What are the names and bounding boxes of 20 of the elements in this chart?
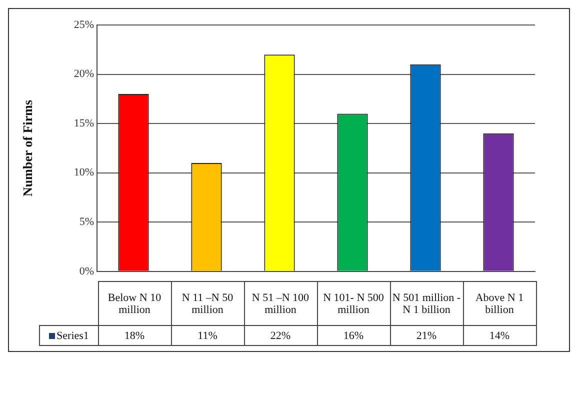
data-label: 21% (390, 326, 463, 346)
x-tick-label: N 51 –N 100 million (244, 282, 317, 326)
y-tick-label: 20% (74, 68, 94, 80)
data-label: 18% (98, 326, 171, 346)
x-tick-label: Above N 1 billion (463, 282, 536, 326)
y-tick-label: 0% (79, 265, 94, 278)
data-label: 11% (171, 326, 244, 346)
y-tick-label: 5% (79, 216, 94, 228)
y-tick-label: 10% (74, 166, 94, 179)
x-tick-label: N 101- N 500 million (317, 282, 390, 326)
y-tick-label: 25% (74, 18, 94, 31)
y-axis-title: Number of Firms (20, 100, 36, 196)
text: Series1 (40, 326, 98, 346)
data-label: 22% (244, 326, 317, 346)
data-label: 14% (463, 326, 536, 346)
x-tick-label: N 11 –N 50 million (171, 282, 244, 326)
y-tick-label: 15% (74, 117, 94, 130)
data-label: 16% (317, 326, 390, 346)
x-tick-label: N 501 million - N 1 billion (390, 282, 463, 326)
x-tick-label: Below N 10 million (98, 282, 171, 326)
